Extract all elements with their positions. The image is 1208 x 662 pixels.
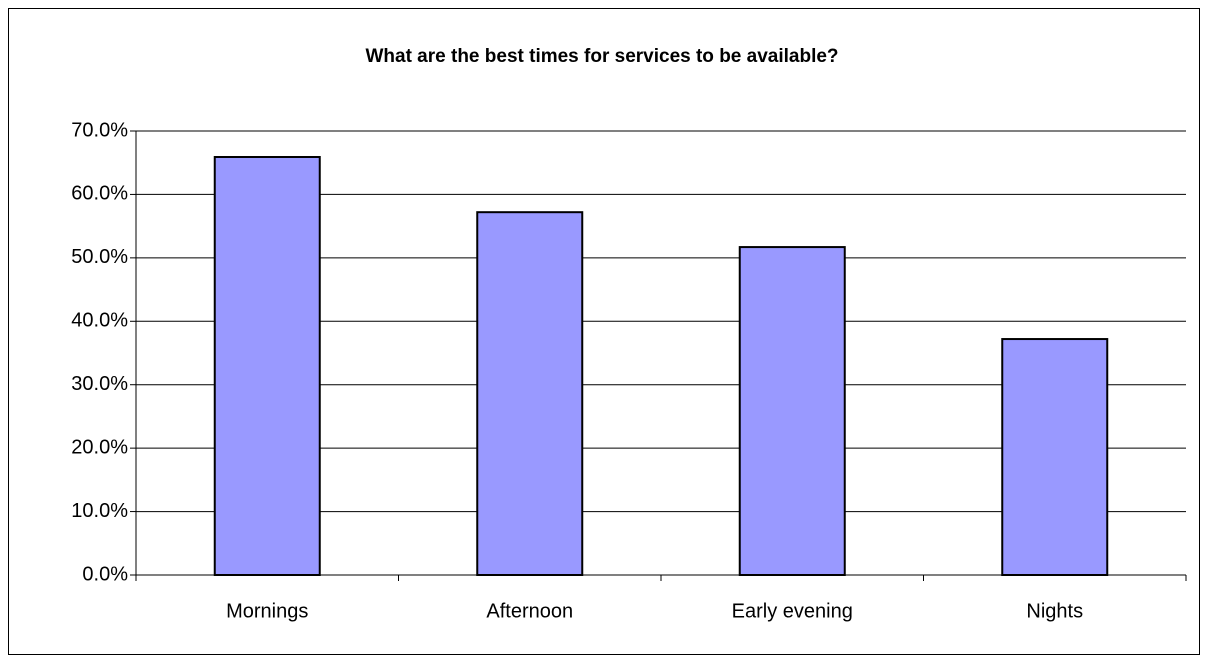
chart-frame — [8, 8, 1200, 655]
bar — [213, 156, 321, 576]
x-tick-label: Nights — [1026, 600, 1083, 622]
bar — [1001, 338, 1109, 576]
x-tick-label: Early evening — [732, 600, 853, 622]
bar — [738, 246, 846, 576]
y-tick-label: 30.0% — [71, 373, 128, 395]
x-tick-label: Afternoon — [486, 600, 573, 622]
y-tick-label: 70.0% — [71, 119, 128, 141]
y-tick-label: 40.0% — [71, 310, 128, 332]
y-tick-label: 0.0% — [82, 563, 128, 585]
chart-title: What are the best times for services to … — [365, 46, 838, 67]
x-tick-label: Mornings — [226, 600, 308, 622]
y-tick-label: 50.0% — [71, 246, 128, 268]
y-tick-label: 20.0% — [71, 436, 128, 458]
y-tick-label: 10.0% — [71, 500, 128, 522]
bar — [476, 211, 584, 576]
y-tick-label: 60.0% — [71, 183, 128, 205]
